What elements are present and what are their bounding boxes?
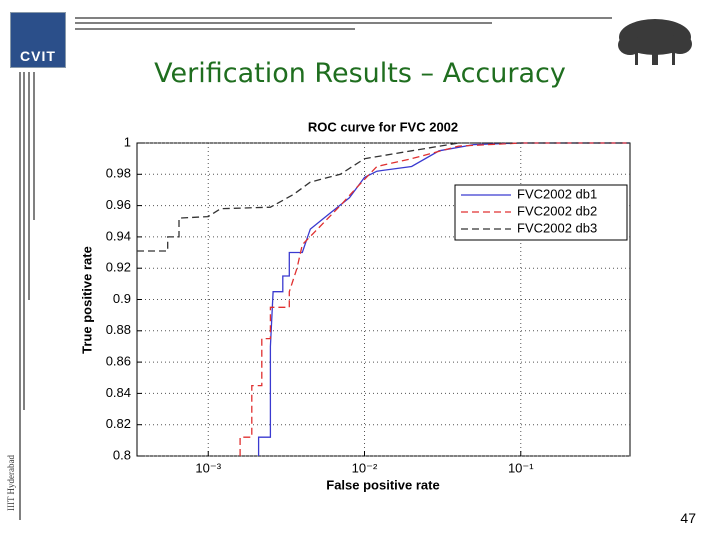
y-tick-label: 0.88 (106, 322, 131, 337)
x-tick-label: 10⁻¹ (508, 460, 534, 475)
roc-line (239, 142, 630, 456)
y-tick-label: 0.9 (113, 291, 131, 306)
legend-label: FVC2002 db2 (517, 203, 597, 218)
legend-label: FVC2002 db3 (517, 220, 597, 235)
roc-line (137, 142, 630, 252)
y-tick-label: 0.92 (106, 260, 131, 275)
y-tick-label: 0.8 (113, 447, 131, 462)
chart-title: ROC curve for FVC 2002 (308, 119, 458, 134)
y-tick-label: 0.84 (106, 385, 131, 400)
y-tick-label: 0.98 (106, 166, 131, 181)
y-tick-label: 0.96 (106, 197, 131, 212)
y-tick-label: 0.82 (106, 416, 131, 431)
x-axis-label: False positive rate (326, 477, 439, 492)
logo: CVIT (10, 12, 66, 68)
y-tick-label: 0.94 (106, 228, 131, 243)
page-number: 47 (680, 510, 696, 526)
y-tick-label: 1 (124, 134, 131, 149)
x-tick-label: 10⁻² (352, 460, 378, 475)
y-axis-label: True positive rate (79, 246, 94, 354)
x-tick-label: 10⁻³ (195, 460, 221, 475)
logo-text: CVIT (20, 48, 56, 64)
y-tick-label: 0.86 (106, 354, 131, 369)
slide-title: Verification Results – Accuracy (154, 58, 566, 89)
legend-label: FVC2002 db1 (517, 186, 597, 201)
